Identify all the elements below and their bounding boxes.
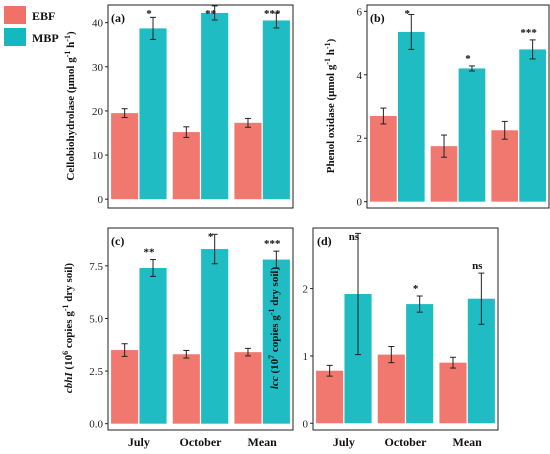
significance-label: *** xyxy=(264,8,281,20)
plot-frame xyxy=(366,4,550,209)
y-axis-title-part: ) xyxy=(325,38,337,42)
y-axis-title-part: -1 xyxy=(63,35,72,42)
y-axis-title-part: -1 xyxy=(323,42,332,49)
bar-ebf xyxy=(111,350,139,424)
x-category-label: October xyxy=(385,435,428,449)
y-axis-title: lcc (107 copies g-1 dry soil) xyxy=(267,267,282,390)
y-tick-label: 6 xyxy=(357,6,363,18)
y-tick-label: 2 xyxy=(357,133,363,145)
bar-ebf xyxy=(316,370,344,424)
bar-mbp xyxy=(201,12,229,200)
plot-frame xyxy=(312,227,499,431)
y-axis-title: Phenol oxidase (μmol g-1 h-1) xyxy=(323,38,338,173)
x-category-label: Mean xyxy=(248,435,278,449)
significance-label: ** xyxy=(143,247,155,259)
panel-label: (c) xyxy=(111,234,124,248)
y-tick-label: 5.0 xyxy=(89,313,103,325)
y-axis-title-part: Phenol oxidase (μmol g xyxy=(325,64,337,173)
bar-mbp xyxy=(139,28,167,200)
bar-ebf xyxy=(370,116,397,202)
x-category-label: October xyxy=(180,435,223,449)
bar-mbp xyxy=(262,20,290,200)
y-tick-label: 10 xyxy=(92,150,104,162)
bar-ebf xyxy=(377,354,405,424)
y-axis-title-part: dry soil) xyxy=(269,267,281,309)
bar-ebf xyxy=(111,113,139,200)
y-tick-label: 7.5 xyxy=(89,261,103,273)
y-axis-title-part: lcc xyxy=(269,376,281,389)
significance-label: * xyxy=(208,231,214,243)
bar-mbp xyxy=(262,259,290,424)
y-tick-label: 20 xyxy=(92,106,104,118)
significance-label: ns xyxy=(349,231,360,243)
bar-ebf xyxy=(234,352,262,424)
panel-d: 0 1 2 lcc (107 copies g-1 dry soil) (d) ns Jul… xyxy=(267,227,499,449)
y-axis-title-part: ) xyxy=(65,31,77,35)
bar-mbp xyxy=(397,31,425,202)
y-axis-title-part: -1 xyxy=(63,51,72,58)
y-axis-title-part: copies g xyxy=(269,315,281,355)
y-axis-title-part: -1 xyxy=(61,304,70,311)
bar-ebf xyxy=(439,362,467,424)
y-axis-title-part: -1 xyxy=(267,308,276,315)
significance-label: ns xyxy=(472,260,483,272)
significance-label: * xyxy=(465,53,471,65)
y-axis-title-part: 6 xyxy=(61,351,70,355)
plot-frame xyxy=(107,4,294,209)
x-category-label: July xyxy=(333,435,355,449)
y-axis-title-part: 7 xyxy=(267,355,276,359)
y-tick-label: 0.0 xyxy=(89,419,103,431)
panel-label: (b) xyxy=(370,11,385,25)
bar-mbp xyxy=(519,49,546,202)
significance-label: * xyxy=(405,8,411,20)
y-tick-label: 0 xyxy=(357,197,363,209)
bar-mbp xyxy=(406,304,434,424)
y-tick-label: 2 xyxy=(303,284,309,296)
y-tick-label: 1 xyxy=(303,351,309,363)
significance-label: *** xyxy=(264,238,281,250)
panel-label: (a) xyxy=(111,11,125,25)
bar-ebf xyxy=(491,130,519,202)
y-axis-title: cbhI (106 copies g-1 dry soil) xyxy=(61,263,76,394)
y-axis-title-part: h xyxy=(325,49,337,58)
panel-label: (d) xyxy=(317,234,332,248)
y-axis-title-part: (10 xyxy=(269,358,281,376)
bar-mbp xyxy=(458,68,486,202)
y-tick-label: 0 xyxy=(98,194,104,206)
y-tick-label: 2.5 xyxy=(89,366,103,378)
bar-ebf xyxy=(172,132,200,200)
y-tick-label: 0 xyxy=(303,418,309,430)
y-tick-label: 30 xyxy=(92,62,104,74)
x-category-label: July xyxy=(128,435,150,449)
y-axis-title-part: dry soil) xyxy=(63,263,75,305)
bar-ebf xyxy=(172,354,200,424)
y-axis-title-part: copies g xyxy=(63,311,75,351)
legend-swatch-ebf xyxy=(4,6,26,24)
plot-frame xyxy=(107,227,294,431)
y-axis-title: Cellobiohydrolase (μmol g-1 h-1) xyxy=(63,31,78,181)
significance-label: * xyxy=(413,283,419,295)
legend-swatch-mbp xyxy=(4,28,26,46)
bar-ebf xyxy=(234,122,262,200)
y-axis-title-part: (10 xyxy=(63,354,75,372)
bar-mbp xyxy=(139,267,167,424)
y-tick-label: 4 xyxy=(357,70,363,82)
legend-label-mbp: MBP xyxy=(32,31,59,45)
y-axis-title-part: -1 xyxy=(323,58,332,65)
legend-label-ebf: EBF xyxy=(32,9,55,23)
y-axis-title-part: h xyxy=(65,42,77,51)
y-axis-title-part: cbhI xyxy=(63,372,75,394)
significance-label: *** xyxy=(520,27,537,39)
significance-label: ** xyxy=(205,8,217,20)
bar-mbp xyxy=(201,249,229,424)
significance-label: * xyxy=(146,8,152,20)
y-axis-title-part: Cellobiohydrolase (μmol g xyxy=(65,57,77,181)
legend: EBF MBP xyxy=(4,6,59,46)
x-category-label: Mean xyxy=(453,435,483,449)
y-tick-label: 40 xyxy=(92,18,104,30)
